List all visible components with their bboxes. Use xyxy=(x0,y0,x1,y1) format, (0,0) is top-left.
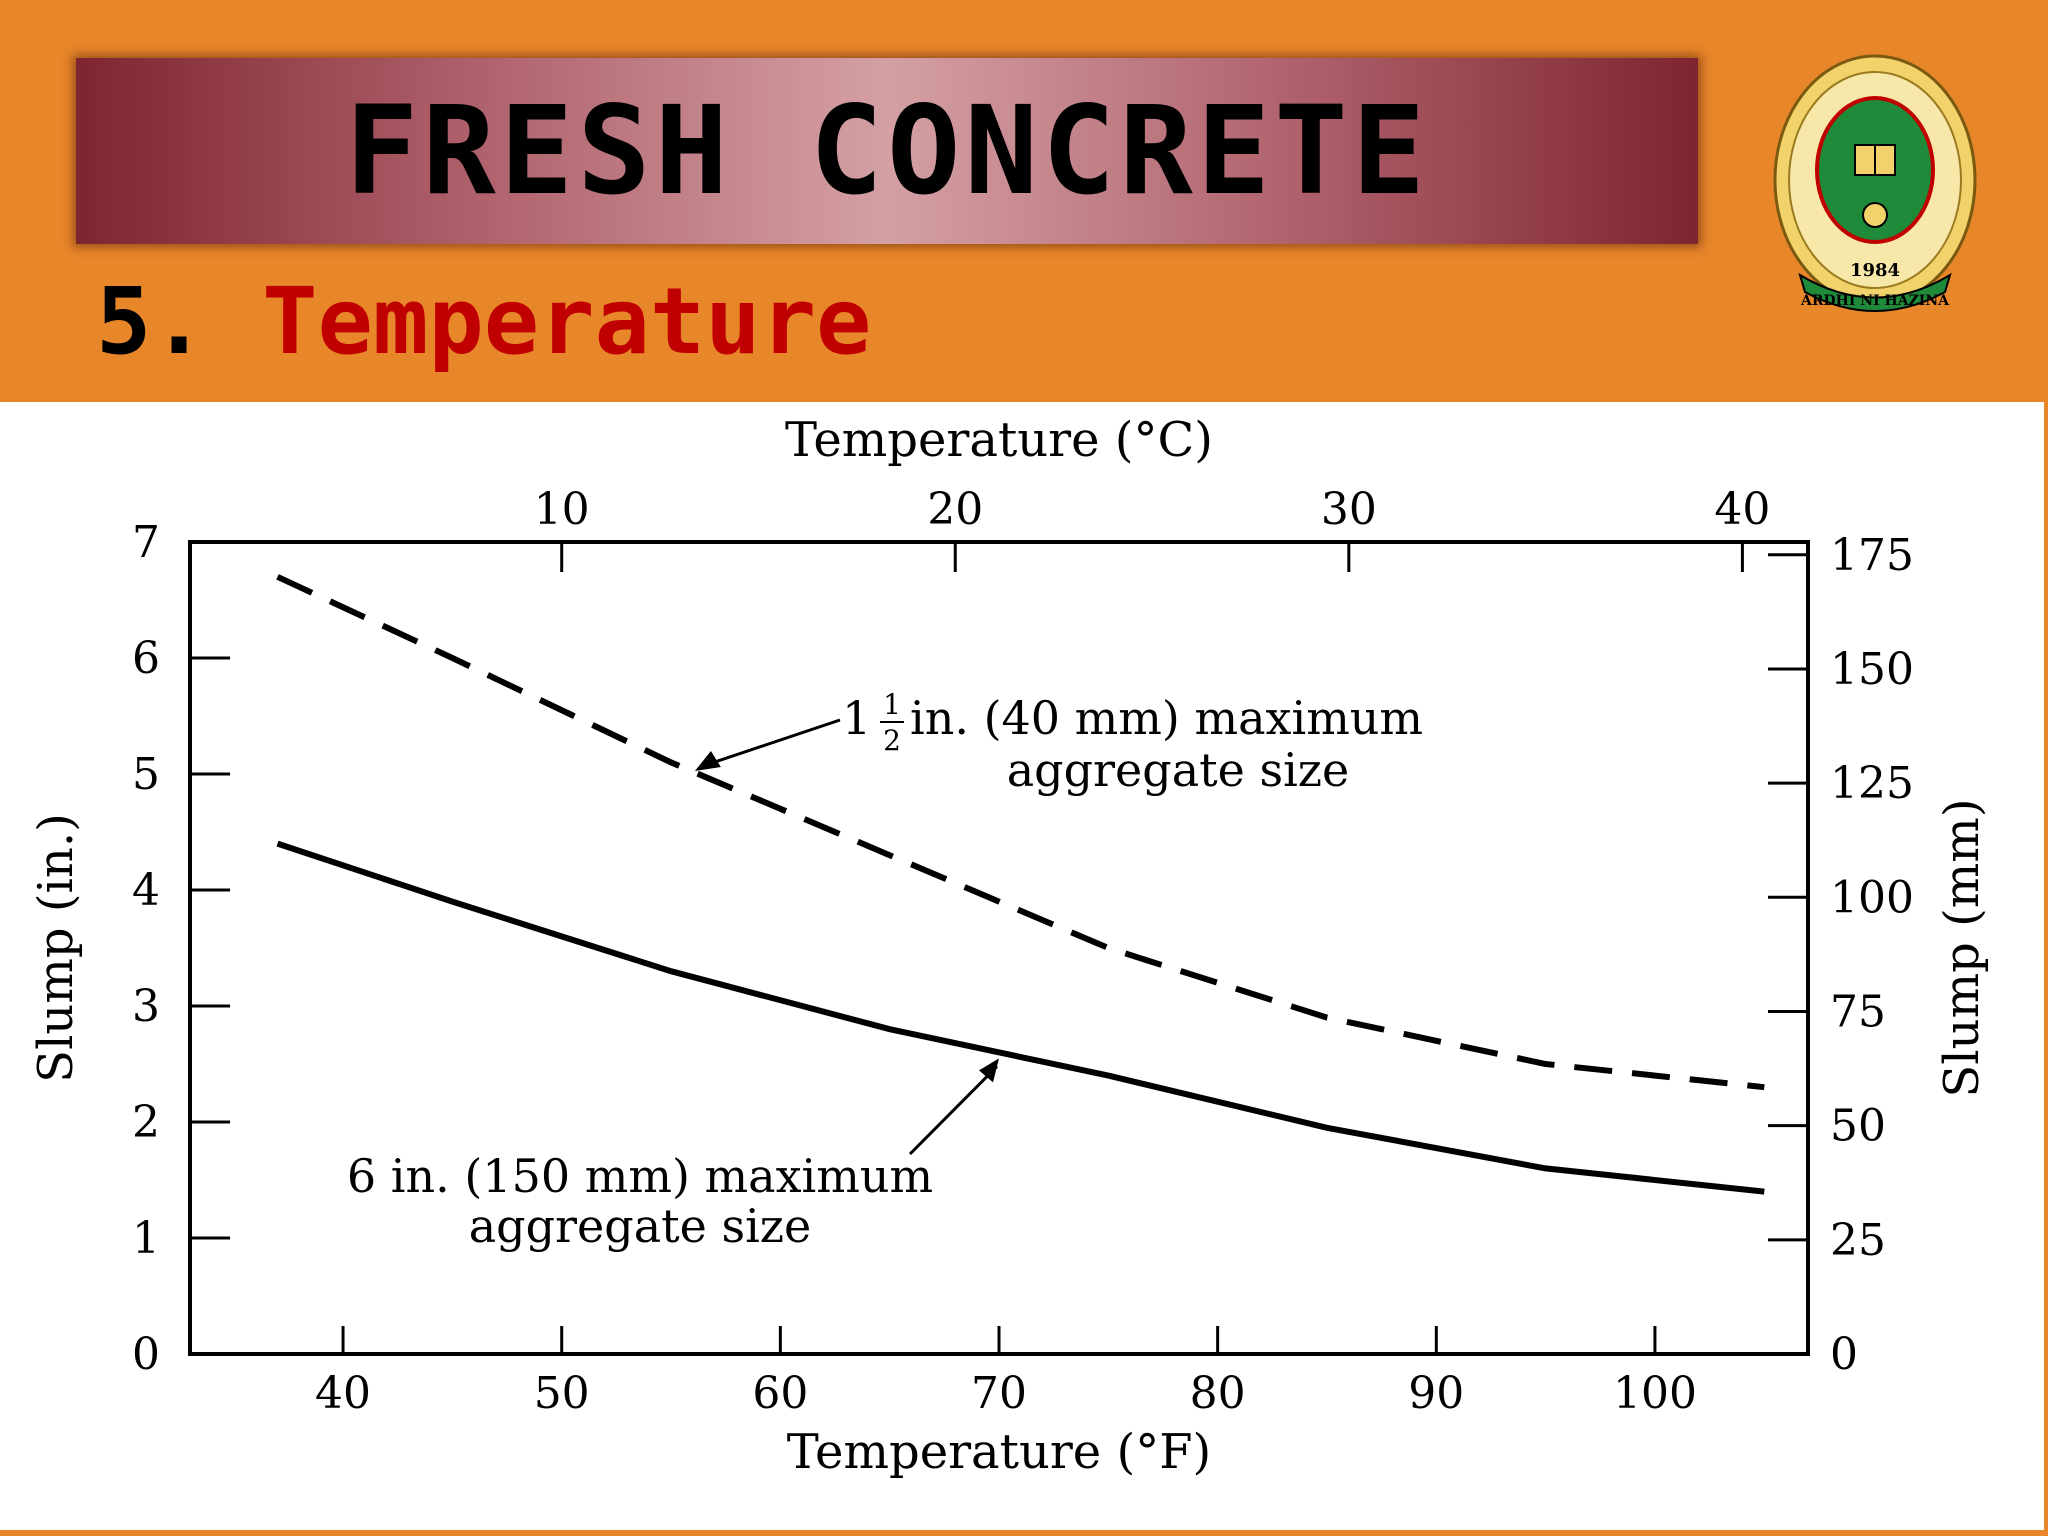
x2-tick-label: 10 xyxy=(534,484,590,535)
x-axis-label: Temperature (°F) xyxy=(787,1424,1211,1480)
x-tick-label: 90 xyxy=(1408,1368,1464,1419)
y-tick-label: 6 xyxy=(132,633,160,684)
annotation-arrowhead-1 xyxy=(979,1058,999,1083)
annotation-arrowhead-0 xyxy=(694,751,721,771)
y2-tick-label: 50 xyxy=(1830,1101,1886,1152)
annotation-0-frac-num: 1 xyxy=(883,688,901,721)
x2-tick-label: 30 xyxy=(1321,484,1377,535)
x-tick-label: 60 xyxy=(752,1368,808,1419)
x-tick-label: 80 xyxy=(1190,1368,1246,1419)
y2-tick-label: 150 xyxy=(1830,644,1914,695)
chart-panel: 40 50 60 70 80 90 100 0 1 2 3 4 5 6 7 10 20 30 40 0 25 50 75 10… xyxy=(0,402,2044,1530)
y-tick-label: 0 xyxy=(132,1329,160,1380)
x2-tick-label: 20 xyxy=(927,484,983,535)
y2-axis-label: Slump (mm) xyxy=(1934,798,1990,1097)
annotation-1-line1: 6 in. (150 mm) maximum xyxy=(347,1149,933,1203)
section-heading: 5. Temperature xyxy=(96,268,871,378)
seal-motto: ARDHI NI HAZINA xyxy=(1800,293,1950,309)
y-tick-label: 3 xyxy=(132,981,160,1032)
plot-frame xyxy=(188,540,1810,1356)
y-axis-label: Slump (in.) xyxy=(28,813,84,1083)
annotation-1-line2: aggregate size xyxy=(469,1199,812,1253)
y-tick-label: 1 xyxy=(132,1213,160,1264)
y-tick-label: 2 xyxy=(132,1097,160,1148)
section-number: 5. xyxy=(96,268,207,375)
y-tick-label: 4 xyxy=(132,865,160,916)
annotation-0-frac-den: 2 xyxy=(883,724,901,757)
annotation-arrow-line-1 xyxy=(908,1065,999,1156)
section-title: Temperature xyxy=(262,268,872,375)
title-banner: FRESH CONCRETE xyxy=(76,58,1698,244)
y2-tick-label: 125 xyxy=(1830,758,1914,809)
y2-tick-label: 100 xyxy=(1830,872,1914,923)
annotation-arrow-line-0 xyxy=(702,718,841,768)
x-tick-label: 100 xyxy=(1613,1368,1697,1419)
x-tick-label: 40 xyxy=(315,1368,371,1419)
series-line-1 xyxy=(276,840,1765,1195)
series-line-0 xyxy=(276,574,1765,1091)
y2-tick-label: 175 xyxy=(1830,530,1914,581)
y2-tick-label: 75 xyxy=(1830,986,1886,1037)
page-title: FRESH CONCRETE xyxy=(344,80,1430,222)
x-tick-label: 70 xyxy=(971,1368,1027,1419)
x2-axis-label: Temperature (°C) xyxy=(785,412,1213,468)
annotation-0-line2: aggregate size xyxy=(1007,743,1350,797)
y-tick-label: 7 xyxy=(132,517,160,568)
y-tick-label: 5 xyxy=(132,749,160,800)
x2-tick-label: 40 xyxy=(1714,484,1770,535)
annotation-0-prefix: 1 xyxy=(842,691,871,745)
y2-tick-label: 0 xyxy=(1830,1329,1858,1380)
university-seal-icon: 1984 ARDHI NI HAZINA xyxy=(1760,30,1990,320)
y2-tick-label: 25 xyxy=(1830,1215,1886,1266)
seal-graphic: 1984 ARDHI NI HAZINA xyxy=(1773,54,1977,312)
x-tick-label: 50 xyxy=(534,1368,590,1419)
annotation-0-line1: in. (40 mm) maximum xyxy=(910,691,1423,745)
seal-year: 1984 xyxy=(1850,260,1900,281)
